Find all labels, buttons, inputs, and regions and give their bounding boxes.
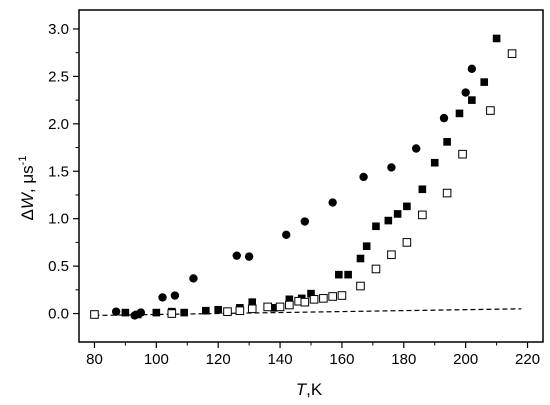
data-point-circle [189, 274, 198, 283]
data-point-square [121, 308, 130, 317]
data-point-open-square [90, 310, 99, 319]
data-point-square [356, 254, 365, 263]
x-tick-label: 160 [329, 351, 354, 368]
data-point-square [455, 109, 464, 118]
data-point-square [492, 34, 501, 43]
data-point-square [443, 138, 451, 146]
fit-line-group [94, 308, 522, 317]
data-point-circle [244, 252, 254, 261]
data-point-open-square [337, 291, 347, 300]
data-point-square [344, 270, 352, 279]
data-points [90, 34, 517, 320]
data-point-circle [158, 293, 167, 302]
data-point-square [384, 216, 393, 225]
data-point-circle [461, 88, 470, 97]
data-point-square [307, 289, 315, 298]
data-point-open-square [247, 304, 257, 314]
data-point-open-square [319, 294, 328, 303]
data-point-square [430, 158, 439, 167]
data-point-open-square [507, 49, 517, 58]
data-point-square [180, 308, 188, 317]
data-point-circle [300, 217, 310, 226]
y-tick-label: 2.5 [48, 68, 69, 85]
y-tick-label: 0.5 [48, 258, 69, 275]
data-point-square [202, 306, 210, 315]
data-point-open-square [309, 295, 319, 304]
x-tick-label: 120 [206, 351, 231, 368]
data-point-circle [467, 64, 477, 74]
data-point-open-square [356, 281, 365, 291]
data-point-open-square [442, 188, 452, 198]
data-point-open-square [223, 307, 232, 316]
x-tick-label: 140 [268, 351, 293, 368]
x-axis-unit: ,K [306, 380, 323, 399]
data-point-open-square [263, 302, 272, 312]
data-point-square [362, 242, 371, 250]
y-axis-unit-exponent: -1 [17, 156, 29, 166]
data-point-open-square [387, 250, 396, 260]
x-tick-label: 220 [515, 351, 540, 368]
x-axis-title: T,K [296, 380, 323, 399]
data-point-circle [328, 198, 337, 207]
fit-line [94, 308, 522, 317]
data-point-square [372, 222, 380, 231]
data-point-circle [170, 291, 180, 300]
data-point-open-square [402, 238, 412, 247]
data-point-open-square [371, 264, 381, 274]
data-point-square [152, 308, 161, 317]
data-point-circle [439, 113, 449, 123]
y-tick-label: 1.5 [48, 163, 69, 180]
data-point-square [480, 78, 489, 86]
data-point-square [403, 202, 411, 211]
data-point-open-square [167, 309, 177, 318]
y-axis-symbol: ΔW [18, 191, 37, 220]
x-tick-label: 80 [86, 351, 103, 368]
data-point-square [270, 304, 278, 312]
data-point-square [285, 295, 294, 304]
x-tick-label: 100 [144, 351, 169, 368]
y-axis-title: ΔW, μs-1 [17, 156, 37, 221]
x-tick-label: 200 [453, 351, 478, 368]
y-axis-unit: , μs [18, 165, 37, 193]
data-point-open-square [418, 210, 427, 220]
plot-frame [78, 9, 544, 343]
data-point-square [214, 305, 222, 314]
data-point-open-square [328, 292, 337, 301]
data-point-circle [111, 307, 121, 316]
data-point-open-square [300, 297, 310, 307]
y-tick-label: 1.0 [48, 211, 69, 228]
data-point-square [393, 210, 402, 218]
data-point-circle [232, 251, 241, 260]
data-point-open-square [235, 306, 245, 315]
data-point-open-square [275, 302, 285, 312]
data-point-square [418, 185, 427, 194]
y-tick-label: 2.0 [48, 116, 69, 133]
x-axis-symbol: T [296, 380, 308, 399]
data-point-open-square [486, 106, 495, 115]
data-point-circle [282, 230, 291, 240]
data-point-circle [411, 144, 421, 153]
y-tick-label: 3.0 [48, 21, 69, 38]
data-point-square [133, 310, 142, 319]
data-point-open-square [285, 300, 294, 310]
axis-ticks: 80 100 120 140 160 180 200 220 0.0 0.5 1.0 1.5 2.0 2.… [48, 21, 540, 368]
data-point-circle [359, 172, 368, 182]
data-point-square [468, 96, 476, 104]
x-tick-label: 180 [391, 351, 416, 368]
data-point-circle [387, 163, 396, 172]
data-point-open-square [458, 149, 467, 159]
y-tick-label: 0.0 [48, 306, 69, 323]
data-point-square [335, 270, 343, 279]
data-point-square [248, 298, 257, 306]
